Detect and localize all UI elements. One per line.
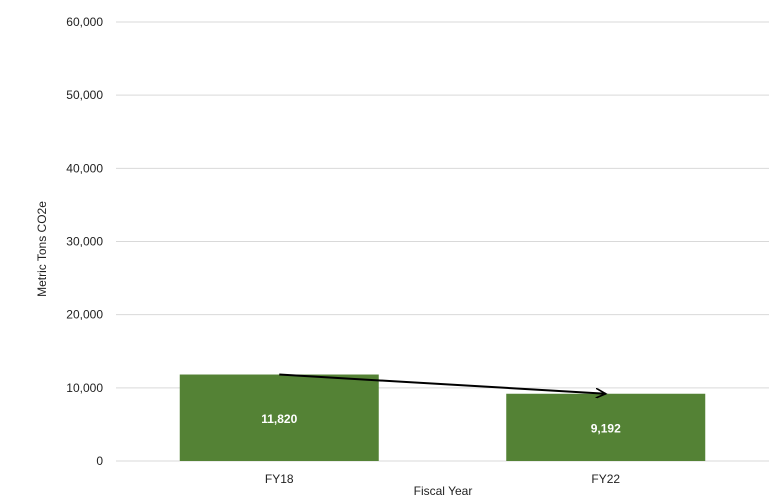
y-tick-label: 40,000 [66,161,103,175]
y-axis-title: Metric Tons CO2e [35,201,49,297]
data-label-fy18: 11,820 [261,412,297,426]
y-tick-label: 10,000 [66,381,103,395]
y-axis: 0 10,000 20,000 30,000 40,000 50,000 60,000 [66,15,103,468]
bars [179,374,706,461]
y-tick-label: 30,000 [66,235,103,249]
y-tick-label: 20,000 [66,308,103,322]
trend-arrow [279,373,606,394]
x-tick-label-fy22: FY22 [591,472,620,486]
bar-fy18 [179,374,379,461]
y-tick-label: 50,000 [66,88,103,102]
x-axis: FY18 FY22 [265,472,621,486]
y-tick-label: 0 [96,454,103,468]
bar-fy22 [506,393,706,461]
data-labels: 11,820 9,192 [261,412,621,436]
x-tick-label-fy18: FY18 [265,472,294,486]
trend-arrow-line [279,373,606,394]
data-label-fy22: 9,192 [591,421,621,435]
x-axis-title: Fiscal Year [414,484,473,498]
y-tick-label: 60,000 [66,15,103,29]
